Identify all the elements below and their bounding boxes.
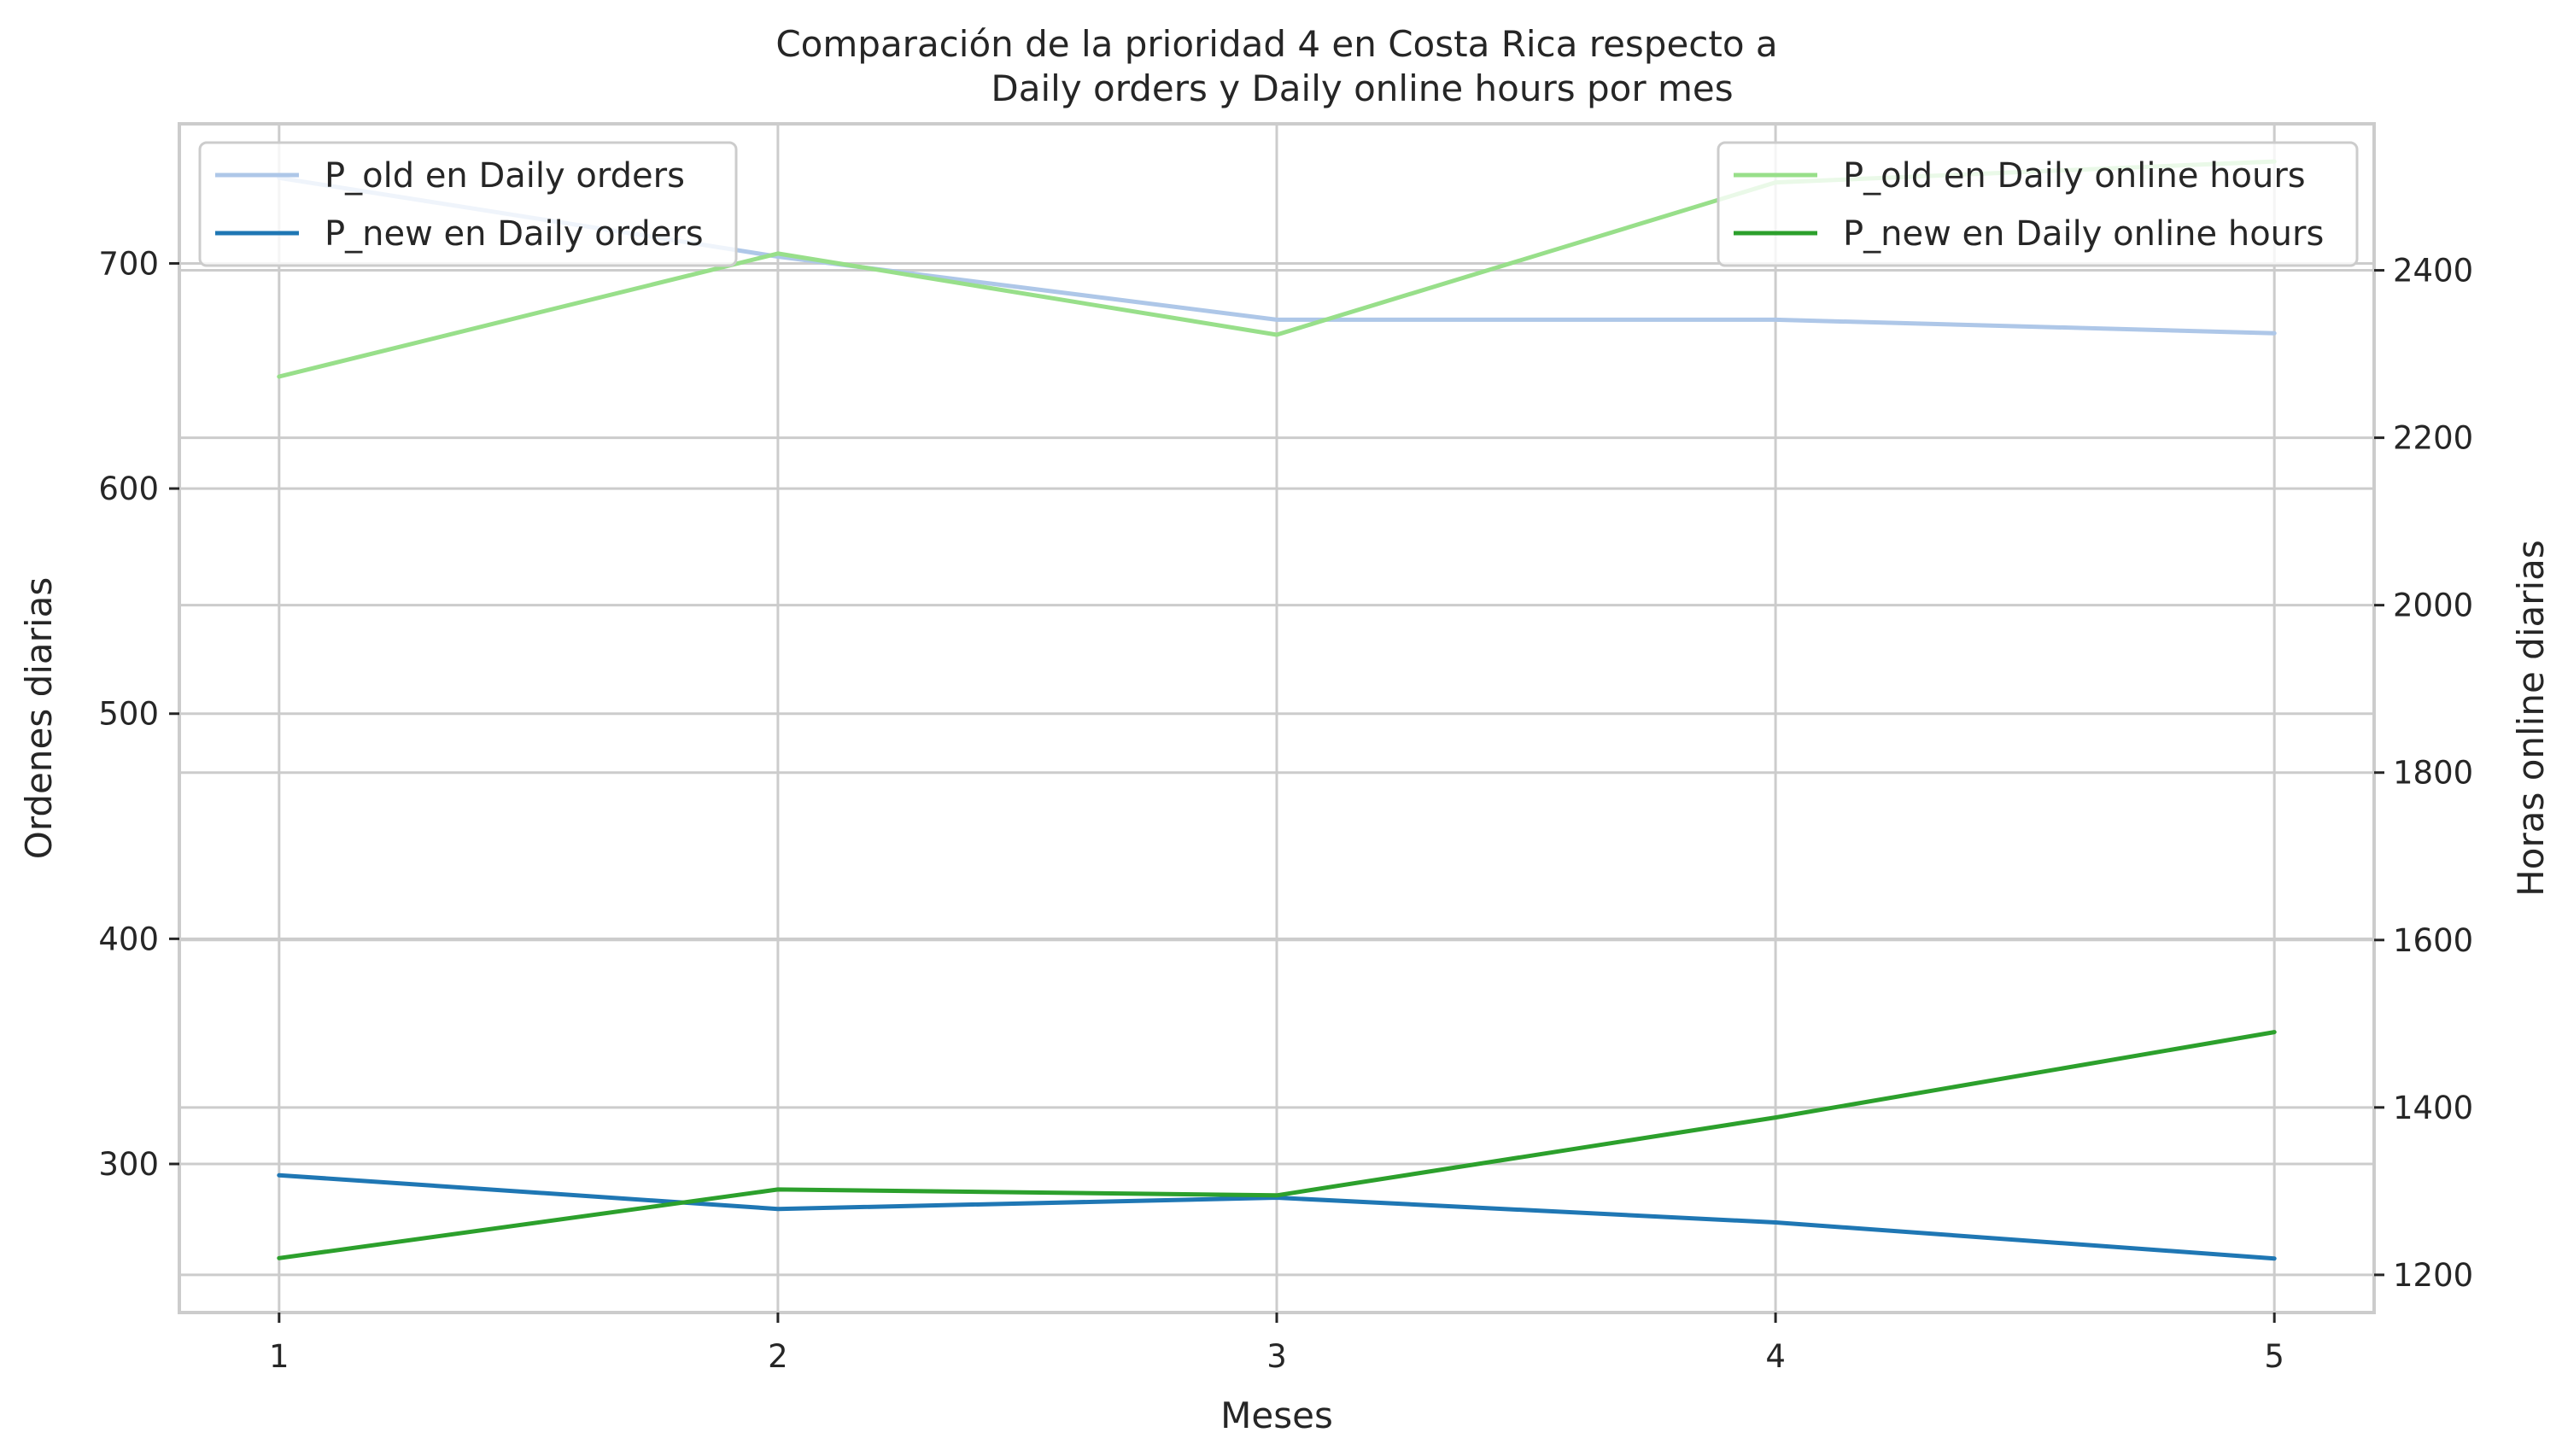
legend-right-box (1717, 141, 2359, 267)
chart-title-line-2: Daily orders y Daily online hours por me… (991, 67, 1733, 109)
legend-left-label-p-old: P_old en Daily orders (325, 156, 685, 196)
y-left-tick-label-600: 600 (98, 471, 159, 507)
y-right-tick-label-2200: 2200 (2393, 420, 2473, 457)
y-right-tick-label-1600: 1600 (2393, 922, 2473, 959)
chart-title-line-1: Comparación de la prioridad 4 en Costa R… (775, 23, 1777, 65)
y-left-tick-label-700: 700 (98, 245, 159, 282)
y-left-tick-label-500: 500 (98, 696, 159, 733)
y-right-tick-label-1800: 1800 (2393, 755, 2473, 792)
y-axis-left-label: Ordenes diarias (18, 577, 60, 859)
legend-right: P_old en Daily online hours P_new en Dai… (1717, 141, 2359, 267)
y-right-tick-label-2400: 2400 (2393, 253, 2473, 289)
x-tick-label-3: 3 (1266, 1338, 1287, 1375)
y-left-tick-label-400: 400 (98, 921, 159, 957)
y-right-tick-label-1400: 1400 (2393, 1090, 2473, 1126)
x-tick-label-2: 2 (768, 1338, 788, 1375)
right-series-1 (277, 1030, 2277, 1260)
x-tick-label-5: 5 (2264, 1338, 2284, 1375)
y-left-tick-label-300: 300 (98, 1146, 159, 1183)
x-tick-label-1: 1 (269, 1338, 290, 1375)
x-axis-label: Meses (1220, 1395, 1333, 1436)
ticks-layer: 1 2 3 4 5 300 400 500 600 700 1200 1400 1600 1800 2000… (98, 245, 2473, 1375)
legend-right-label-p-old: P_old en Daily online hours (1843, 156, 2306, 196)
y-axis-right-label: Horas online diarias (2510, 540, 2552, 897)
legend-left-label-p-new: P_new en Daily orders (325, 214, 704, 254)
x-tick-label-4: 4 (1765, 1338, 1786, 1375)
left-series-1 (277, 1172, 2277, 1261)
legend-left: P_old en Daily orders P_new en Daily ord… (198, 141, 738, 267)
legend-right-label-p-new: P_new en Daily online hours (1843, 214, 2324, 254)
grid-layer (179, 124, 2374, 1313)
y-right-tick-label-2000: 2000 (2393, 588, 2473, 624)
legend-left-box (198, 141, 738, 267)
y-right-tick-label-1200: 1200 (2393, 1257, 2473, 1294)
